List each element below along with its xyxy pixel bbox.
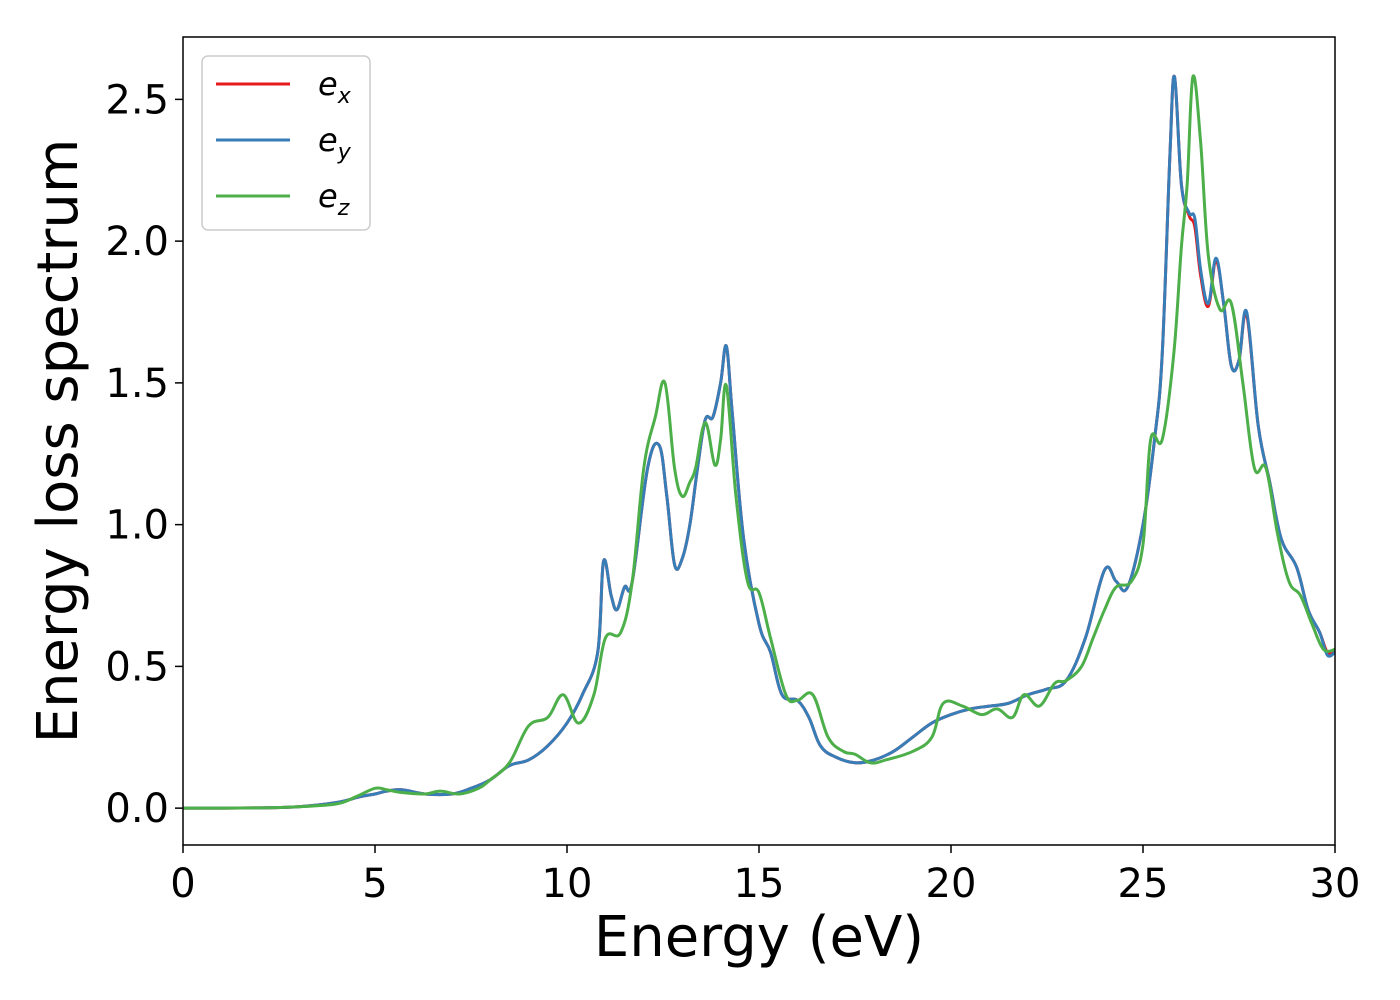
y-tick-label: 2.0 [105, 219, 169, 265]
y-tick-label: 0.0 [105, 786, 169, 832]
x-axis-label: Energy (eV) [594, 905, 924, 970]
x-tick-label: 25 [1118, 861, 1169, 907]
legend-label-e-y: ey [318, 121, 352, 165]
y-axis-label: Energy loss spectrum [26, 139, 91, 744]
x-axis-ticks: 0 5 10 15 20 25 30 [170, 845, 1360, 907]
series-line-e-z [183, 74, 1335, 810]
x-tick-label: 15 [734, 861, 785, 907]
series-lines [183, 74, 1335, 810]
y-axis-ticks: 0.0 0.5 1.0 1.5 2.0 2.5 [105, 77, 183, 832]
x-tick-label: 10 [542, 861, 593, 907]
x-tick-label: 5 [362, 861, 387, 907]
y-tick-label: 1.0 [105, 503, 169, 549]
legend-label-e-z: ez [318, 177, 350, 221]
series-line-e-y [183, 74, 1335, 810]
legend-label-e-x: ex [318, 65, 352, 109]
y-tick-label: 2.5 [105, 77, 169, 123]
x-tick-label: 20 [926, 861, 977, 907]
y-tick-label: 0.5 [105, 644, 169, 690]
x-tick-label: 30 [1310, 861, 1361, 907]
legend: ex ey ez [201, 55, 371, 231]
legend-box [201, 55, 371, 231]
y-tick-label: 1.5 [105, 361, 169, 407]
x-tick-label: 0 [170, 861, 195, 907]
